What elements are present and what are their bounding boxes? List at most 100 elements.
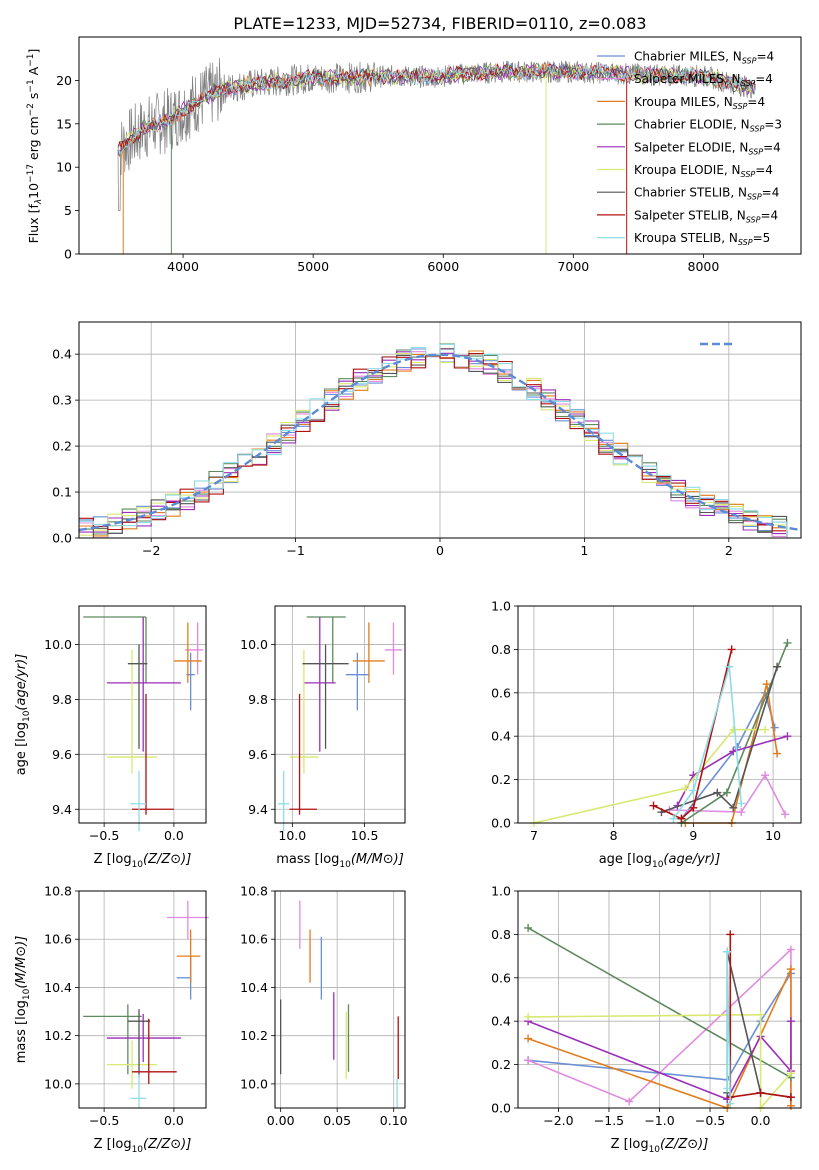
legend-series-name: Chabrier ELODIE [634, 118, 733, 132]
x-axis-label: Z [log10(Z/Z⊙)] [611, 1137, 709, 1155]
x-tick-label: 0.00 [267, 1113, 295, 1128]
y-label-part: A [26, 66, 41, 79]
legend-eq: = [764, 118, 774, 132]
x-axis-label: mass [log10(M/M⊙)] [276, 852, 404, 870]
x-tick-label: 5000 [297, 259, 329, 274]
x-tick-label: 0.0 [751, 1113, 771, 1128]
y-tick-label: 10.4 [44, 980, 72, 995]
axes-frame [78, 36, 802, 255]
legend-nssp: 4 [773, 140, 781, 154]
legend-entry: Salpeter ELODIE, NSSP=4 [634, 140, 781, 156]
residual-histogram-panel: −2 −1 0 1 2 0.0 0.1 0.2 0.3 0.4 [52, 321, 802, 558]
axes-frame [78, 890, 207, 1109]
y-label-part: erg cm [26, 116, 41, 164]
mass-weight-line [533, 728, 766, 824]
y-axis-label: Flux [fλ10−17 erg cm−2 s−1 A−1] [26, 49, 44, 244]
y-tick-label: 0.3 [52, 393, 72, 408]
x-tick-label: 0.05 [323, 1113, 351, 1128]
x-axis-label-part: (Z/Z⊙)] [143, 1137, 191, 1152]
mass-weight-point [713, 788, 722, 797]
x-axis-label-part: Z [log [611, 1137, 649, 1152]
mass-weight-point [722, 788, 731, 797]
x-axis-label-part: (Z/Z⊙)] [660, 1137, 708, 1152]
legend-eq: = [747, 95, 757, 109]
mass-weight-line [661, 666, 778, 813]
legend-suffix: , N [733, 118, 750, 132]
x-axis-label-sub: 10 [132, 1145, 144, 1155]
legend-suffix: , N [724, 72, 741, 86]
y-label-sup: −2 [26, 103, 36, 116]
y-tick-label: 10.0 [240, 1076, 268, 1091]
legend-sub: SSP [741, 170, 756, 179]
legend-series-name: Chabrier STELIB [634, 186, 730, 200]
mass-weight-line [729, 934, 792, 1099]
mass-weight-point [783, 638, 792, 647]
y-tick-label: 9.4 [52, 802, 72, 817]
x-tick-label: −2 [142, 543, 160, 558]
x-axis-label: Z [log10(Z/Z⊙)] [94, 1137, 192, 1155]
mass-weight-point [786, 1101, 795, 1110]
axes-frame [274, 890, 406, 1109]
legend-eq: = [760, 208, 770, 222]
y-tick-label: 0.0 [491, 816, 511, 831]
y-tick-label: 10.0 [240, 637, 268, 652]
legend-suffix: , N [721, 231, 738, 245]
mass-weight-point [786, 965, 795, 974]
residual-histogram-step [79, 353, 801, 539]
y-tick-label: 9.4 [248, 802, 268, 817]
legend-eq: = [762, 186, 772, 200]
legend-series-name: Chabrier MILES [634, 50, 725, 64]
x-tick-label: 6000 [427, 259, 459, 274]
mass-weight-line [653, 649, 733, 820]
y-tick-label: 1.0 [491, 884, 511, 899]
y-tick-label: 9.6 [52, 747, 72, 762]
legend-sub: SSP [742, 57, 757, 66]
legend-eq: = [763, 140, 773, 154]
y-label-part: ] [26, 49, 41, 54]
legend-sub: SSP [748, 147, 763, 156]
y-tick-label: 9.6 [248, 747, 268, 762]
legend-series-name: Salpeter STELIB [634, 208, 729, 222]
legend-entry: Salpeter MILES, NSSP=4 [634, 72, 773, 88]
legend-sub: SSP [741, 79, 756, 88]
y-axis-label-part: (M/M⊙)] [14, 936, 29, 989]
legend-suffix: , N [732, 140, 749, 154]
x-tick-label: 1 [580, 543, 588, 558]
y-tick-label: 5 [64, 203, 72, 218]
mass-weight-point [726, 1099, 735, 1108]
y-label-sup: −17 [26, 164, 36, 183]
mass-weight-point [786, 1093, 795, 1102]
x-tick-label: −0.5 [695, 1113, 725, 1128]
y-tick-label: 10.2 [240, 1028, 268, 1043]
mass-weight-point [756, 1010, 765, 1019]
mass-weight-point [669, 814, 678, 823]
legend-suffix: , N [729, 208, 746, 222]
y-tick-label: 0.1 [52, 485, 72, 500]
y-label-part: 10 [26, 183, 41, 199]
mass-weight-line [527, 927, 792, 1079]
legend-nssp: 4 [767, 50, 775, 64]
legend-entry: Kroupa ELODIE, NSSP=4 [634, 163, 773, 179]
y-tick-label: 0.4 [52, 347, 72, 362]
legend-entry: Kroupa MILES, NSSP=4 [634, 95, 765, 111]
model-spectrum-line [117, 63, 756, 155]
legend-entry: Chabrier MILES, NSSP=4 [634, 50, 774, 66]
y-tick-label: 20 [56, 73, 72, 88]
y-label-sup: −1 [26, 79, 36, 92]
legend-sub: SSP [733, 102, 748, 111]
y-tick-label: 10 [56, 160, 72, 175]
y-axis-label: mass [log10(M/M⊙)] [14, 936, 32, 1064]
mass-weight-point [723, 947, 732, 956]
x-axis-label-part: age [log [599, 852, 652, 867]
legend-series-name: Salpeter ELODIE [634, 140, 732, 154]
mass-weight-point [729, 725, 738, 734]
y-tick-label: 1.0 [491, 599, 511, 614]
mass-weight-point [524, 1012, 533, 1021]
y-axis-label-part: age [log [14, 722, 29, 775]
y-axis-label-sub: 10 [22, 710, 32, 722]
y-tick-label: 10.4 [240, 980, 268, 995]
axes-frame [78, 605, 207, 824]
mass-weight-point [786, 1017, 795, 1026]
legend-nssp: 4 [771, 208, 779, 222]
